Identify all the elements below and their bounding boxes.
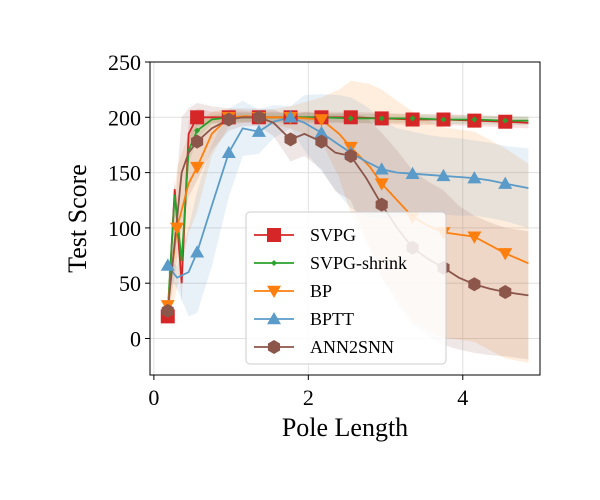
ann2snn-point [284,132,297,147]
legend-marker-bptt [267,312,281,325]
x-tick-label: 0 [148,385,159,410]
bptt-band [167,94,529,317]
bptt-point [160,258,175,271]
y-tick-label: 200 [108,105,141,130]
svpg-shrink-point [347,115,354,122]
svpg-shrink-point [440,116,447,123]
x-tick-label: 4 [457,385,468,410]
y-tick-label: 100 [108,216,141,241]
legend-marker-svpg-shrink [271,260,277,266]
legend-label-bptt: BPTT [310,309,354,329]
bptt-point [374,162,389,175]
legend-marker-bp [267,285,281,298]
ann2snn-point [222,112,235,127]
ann2snn-point [468,277,481,292]
svpg-point [190,110,205,125]
y-tick-label: 150 [108,161,141,186]
plot-frame [149,61,541,376]
bp-point [190,161,205,175]
ann2snn-point [315,134,328,149]
bptt-line [167,116,529,279]
ann2snn-line [166,116,529,311]
y-tick-label: 50 [119,271,141,296]
bptt-point [314,125,329,139]
axis-ticks: 0 2 4 0 50 100 150 200 250 [108,50,468,410]
ann2snn-point [375,197,388,212]
ann2snn-point [191,134,204,149]
svpg-shrink-point [378,115,385,122]
bptt-point [467,171,482,184]
legend-label-svpg: SVPG [310,225,356,245]
bptt-point [436,168,451,182]
bp-point [498,248,513,261]
bptt-point [283,110,298,123]
x-tick-label: 2 [303,385,314,410]
bp-point [170,222,185,235]
svpg-shrink-point [194,127,201,134]
bp-point [467,231,482,244]
bptt-point [190,245,205,258]
ann2snn-point [499,285,512,300]
ann2snn-point [161,303,174,318]
bptt-point [221,145,236,158]
legend-label-bp: BP [310,281,332,301]
legend-label-ann2snn: ANN2SNN [310,337,394,357]
bptt-point [405,166,420,179]
svpg-shrink-point [471,116,478,123]
bptt-point [498,176,513,189]
legend-box [245,211,447,365]
bp-point [374,178,389,191]
legend-marker-ann2snn [267,340,281,354]
legend-label-svpg-shrink: SVPG-shrink [310,253,407,273]
y-tick-label: 0 [130,327,141,352]
y-tick-label: 250 [108,50,141,75]
legend-marker-svpg [267,228,281,242]
legend: SVPG SVPG-shrink BP BPTT ANN2SNN [245,211,447,365]
y-axis-label: Test Score [63,164,92,273]
ann2snn-point [252,110,265,125]
ann2snn-point [344,149,357,164]
x-axis-label: Pole Length [282,413,408,442]
svpg-shrink-point [502,117,509,124]
bptt-point [251,124,266,137]
svpg-shrink-point [409,115,416,122]
bp-point [314,114,329,127]
